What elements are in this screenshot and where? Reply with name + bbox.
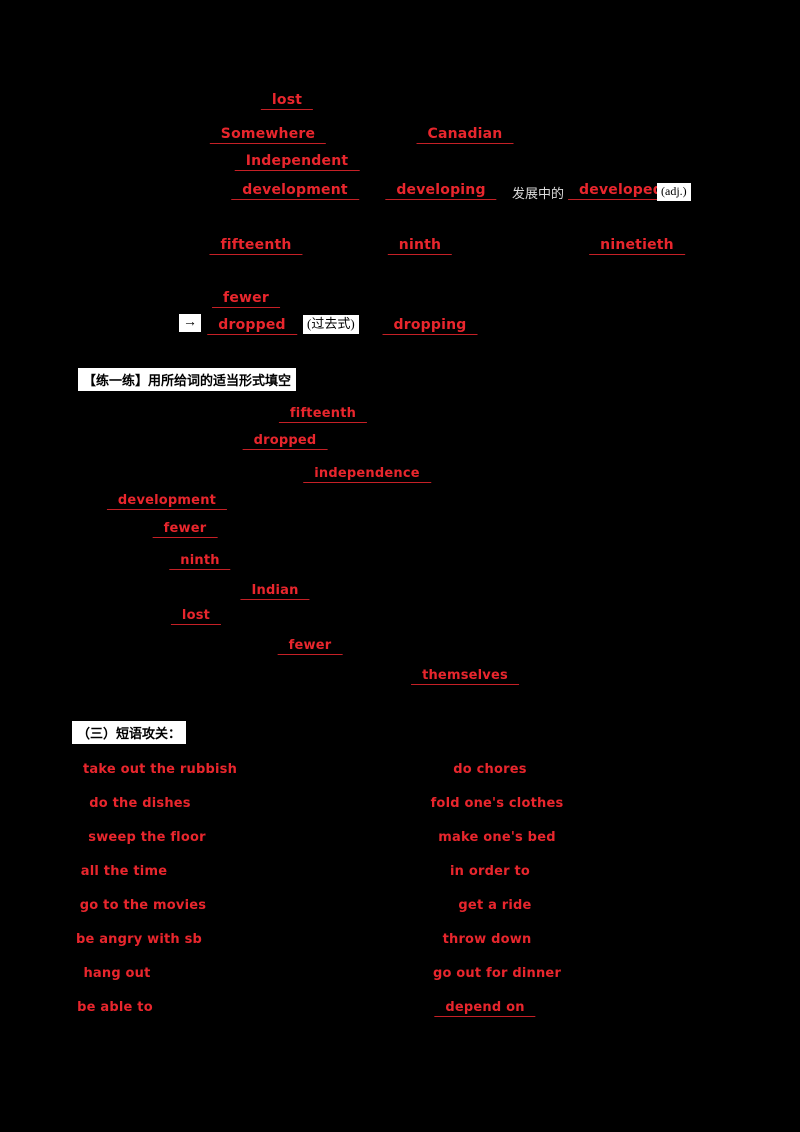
phrase-right-3: make one's bed xyxy=(438,830,556,845)
arrow-icon: → xyxy=(179,314,201,333)
vocab-word-fifteenth: fifteenth xyxy=(209,237,303,255)
practice-answer-5: fewer xyxy=(152,521,218,538)
practice-section-heading: 【练一练】用所给词的适当形式填空 xyxy=(78,368,297,391)
vocab-word-development: development xyxy=(231,182,359,200)
phrase-left-3: sweep the floor xyxy=(88,830,206,845)
vocab-word-lost: lost xyxy=(260,92,314,110)
phrase-right-5: get a ride xyxy=(458,898,532,913)
phrase-right-8: depend on xyxy=(434,1000,536,1017)
vocab-word-somewhere: Somewhere xyxy=(209,126,327,144)
vocab-word-developed: developed xyxy=(568,182,674,200)
practice-answer-3: independence xyxy=(303,466,431,483)
phrase-left-7: hang out xyxy=(83,966,151,981)
phrase-right-6: throw down xyxy=(442,932,532,947)
practice-answer-8: lost xyxy=(170,608,222,625)
phrase-right-2: fold one's clothes xyxy=(430,796,564,811)
phrase-right-1: do chores xyxy=(453,762,527,777)
phrase-left-6: be angry with sb xyxy=(75,932,203,947)
practice-answer-4: development xyxy=(106,493,228,510)
practice-answer-6: ninth xyxy=(169,553,231,570)
phrase-left-2: do the dishes xyxy=(89,796,191,811)
phrase-left-5: go to the movies xyxy=(79,898,207,913)
vocab-word-ninetieth: ninetieth xyxy=(589,237,685,255)
developing-chinese-meaning: 发展中的 xyxy=(512,186,565,201)
phrase-left-4: all the time xyxy=(80,864,168,879)
vocab-word-ninth: ninth xyxy=(387,237,453,255)
phrases-section-heading: （三）短语攻关： xyxy=(72,721,187,744)
vocab-word-dropping: dropping xyxy=(382,317,478,335)
phrase-left-8: be able to xyxy=(77,1000,153,1015)
past-tense-tag: (过去式) xyxy=(303,315,359,334)
vocab-word-fewer: fewer xyxy=(212,290,280,308)
practice-answer-10: themselves xyxy=(411,668,519,685)
practice-answer-7: Indian xyxy=(240,583,310,600)
phrase-right-4: in order to xyxy=(450,864,530,879)
practice-answer-9: fewer xyxy=(277,638,343,655)
phrase-right-7: go out for dinner xyxy=(432,966,562,981)
adj-tag: (adj.) xyxy=(657,183,691,201)
vocab-word-developing: developing xyxy=(385,182,497,200)
vocab-word-independent: Independent xyxy=(234,153,360,171)
vocab-word-dropped: dropped xyxy=(207,317,297,335)
practice-answer-1: fifteenth xyxy=(278,406,368,423)
practice-answer-2: dropped xyxy=(242,433,328,450)
vocab-word-canadian: Canadian xyxy=(416,126,514,144)
phrase-left-1: take out the rubbish xyxy=(82,762,238,777)
